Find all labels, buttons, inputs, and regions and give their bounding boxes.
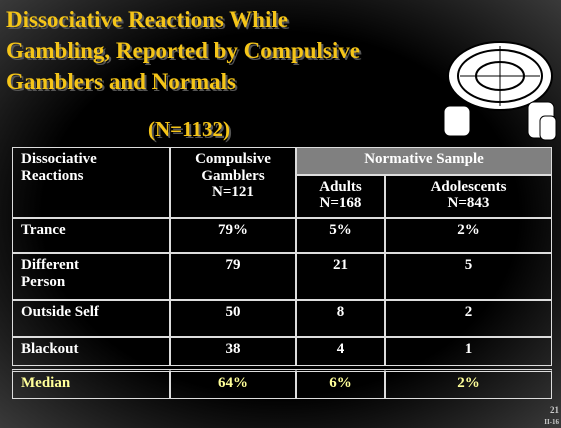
roulette-icon [443,41,557,141]
cell-text: Outside Self [21,304,99,320]
header-cell: Adults N=168 [296,175,385,218]
group-header: Normative Sample [296,147,552,175]
table-cell: Outside Self [12,300,170,337]
summary-cell: 2% [385,369,552,399]
cell-text: 5% [329,222,352,238]
header-text: Normative Sample [364,151,484,167]
table-cell: 5 [385,253,552,300]
cell-text: Median [21,375,71,391]
table-cell: 50 [170,300,296,337]
table-cell: 2% [385,218,552,253]
cell-text: 1 [464,341,473,357]
cell-text: 79 [225,257,241,273]
table-cell: 21 [296,253,385,300]
table-cell: 79 [170,253,296,300]
table-cell: 8 [296,300,385,337]
summary-cell: 6% [296,369,385,399]
table-cell: 38 [170,337,296,366]
cell-text: 2% [457,222,480,238]
title-line: Gamblers and Normals [6,69,236,94]
table-cell: 79% [170,218,296,253]
cell-text: 79% [218,222,248,238]
summary-cell: Median [12,369,170,399]
cell-text: 2% [457,375,480,391]
cell-text: Different Person [21,257,80,290]
table-cell: Trance [12,218,170,253]
table-cell: 5% [296,218,385,253]
slide-code: II-16 [544,418,559,426]
cell-text: 2 [464,304,473,320]
header-text: N=168 [319,195,362,211]
header-text: N=843 [447,195,490,211]
header-cell: Adolescents N=843 [385,175,552,218]
page-number: 21 [550,405,559,415]
header-text: Compulsive [195,151,271,167]
header-text: Gamblers [201,168,265,184]
table-cell: 1 [385,337,552,366]
cell-text: 5 [464,257,473,273]
title-line: Gambling, Reported by Compulsive [6,38,360,63]
header-text: N=121 [212,184,254,200]
cell-text: 21 [333,257,348,273]
header-text: Adults [319,179,362,195]
cell-text: 8 [336,304,345,320]
summary-cell: 64% [170,369,296,399]
cell-text: Blackout [21,341,79,357]
header-text: Reactions [21,168,84,184]
cell-text: 4 [336,341,345,357]
cell-text: Trance [21,222,66,238]
header-cell: Dissociative Reactions [12,147,170,218]
header-text: Dissociative [21,151,97,167]
table-cell: Blackout [12,337,170,366]
table-cell: 4 [296,337,385,366]
table-cell: Different Person [12,253,170,300]
cell-text: 6% [329,375,352,391]
table-cell: 2 [385,300,552,337]
subtitle: (N=1132) [148,117,230,141]
cell-text: 38 [225,341,241,357]
title-line: Dissociative Reactions While [6,7,288,32]
header-cell: Compulsive Gamblers N=121 [170,147,296,218]
title: Dissociative Reactions While Gambling, R… [6,4,360,97]
cell-text: 64% [218,375,248,391]
cell-text: 50 [225,304,241,320]
header-text: Adolescents [430,179,507,195]
